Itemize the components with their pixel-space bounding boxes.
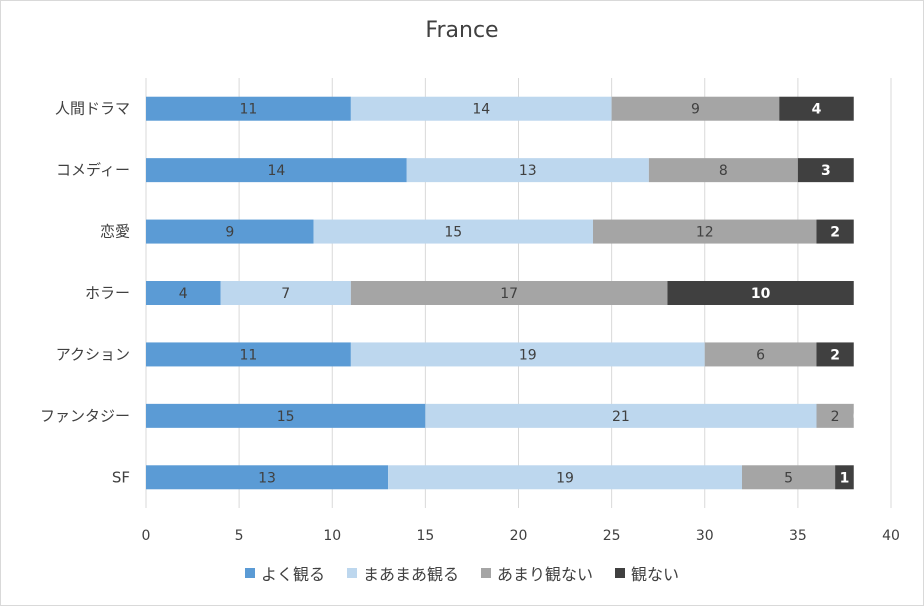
- legend-swatch: [244, 568, 255, 578]
- legend-item: あまり観ない: [481, 561, 593, 585]
- x-tick-label: 25: [603, 528, 621, 544]
- legend-label: あまり観ない: [497, 565, 594, 584]
- data-label: 19: [519, 347, 537, 363]
- data-label: 2: [830, 347, 840, 363]
- bar-segment: [611, 96, 780, 121]
- bar-segment: [835, 465, 854, 490]
- legend-label: まあまあ観る: [362, 565, 459, 584]
- bar-segment: [667, 281, 854, 305]
- bar-segment: [146, 465, 389, 490]
- bar-segment: [146, 403, 426, 428]
- data-label: 15: [277, 409, 295, 425]
- legend-swatch: [615, 568, 626, 578]
- bar-segment: [146, 342, 351, 367]
- category-label: ホラー: [85, 284, 130, 302]
- legend-label: 観ない: [631, 565, 680, 584]
- data-label: 7: [281, 286, 290, 302]
- data-label: 15: [444, 225, 462, 241]
- category-label: 恋愛: [100, 223, 130, 241]
- bar-segment: [350, 281, 668, 305]
- category-label: 人間ドラマ: [55, 100, 130, 118]
- bar-segment: [816, 342, 854, 367]
- data-label: 1: [840, 470, 850, 486]
- data-label: 10: [751, 286, 771, 302]
- data-label: 5: [784, 470, 793, 486]
- data-label: 14: [472, 102, 490, 118]
- category-label: コメディー: [56, 161, 130, 179]
- bar-segment: [350, 342, 705, 367]
- bar-segment: [350, 96, 612, 121]
- bar-segment: [779, 96, 854, 121]
- legend-swatch: [481, 568, 491, 578]
- bar-segment: [648, 158, 798, 183]
- bar-segment: [816, 219, 854, 244]
- bar-segment: [146, 158, 407, 183]
- bar-segment: [816, 403, 854, 428]
- data-label: 21: [612, 409, 630, 425]
- legend-swatch: [346, 568, 357, 578]
- x-tick-label: 20: [510, 528, 528, 544]
- legend-item: よく観る: [244, 561, 325, 585]
- legend-item: まあまあ観る: [346, 561, 459, 585]
- data-label: 17: [500, 286, 518, 302]
- category-label: アクション: [56, 345, 130, 363]
- legend-label: よく観る: [260, 565, 325, 584]
- x-tick-label: 0: [142, 528, 151, 544]
- data-label: 11: [240, 102, 258, 118]
- bar-segment: [797, 158, 854, 183]
- chart-title: France: [425, 18, 499, 43]
- x-tick-label: 5: [235, 528, 244, 544]
- bar-segment: [313, 219, 593, 244]
- data-label: 13: [258, 470, 276, 486]
- x-tick-label: 15: [416, 528, 434, 544]
- data-label: 13: [519, 163, 537, 179]
- bar-segment: [146, 96, 351, 121]
- bar-segment: [146, 219, 314, 244]
- data-label: 4: [179, 286, 188, 302]
- category-label: ファンタジー: [40, 407, 130, 425]
- data-label: 3: [821, 163, 831, 179]
- bar-segment: [388, 465, 742, 490]
- data-label: 12: [696, 225, 714, 241]
- data-label: 6: [756, 347, 765, 363]
- x-tick-label: 40: [882, 528, 900, 544]
- bar-segment: [742, 465, 836, 490]
- data-label: 4: [812, 102, 822, 118]
- x-tick-label: 10: [323, 528, 341, 544]
- data-label: 9: [691, 102, 700, 118]
- legend-item: 観ない: [615, 561, 679, 585]
- bar-segment: [146, 281, 221, 305]
- data-label: 2: [830, 225, 840, 241]
- data-label: 11: [240, 347, 258, 363]
- x-tick-label: 30: [696, 528, 714, 544]
- x-tick-label: 35: [789, 528, 807, 544]
- data-label: 0: [853, 409, 863, 425]
- data-label: 14: [267, 163, 285, 179]
- data-label: 9: [225, 225, 234, 241]
- bar-segment: [704, 342, 817, 367]
- category-label: SF: [112, 468, 130, 486]
- bar-segment: [425, 403, 817, 428]
- bar-segment: [220, 281, 351, 305]
- bar-segment: [593, 219, 817, 244]
- legend: よく観る まあまあ観る あまり観ない 観ない: [0, 561, 924, 585]
- bar-segment: [406, 158, 649, 183]
- data-label: 19: [556, 470, 574, 486]
- data-label: 2: [831, 409, 840, 425]
- data-label: 8: [719, 163, 728, 179]
